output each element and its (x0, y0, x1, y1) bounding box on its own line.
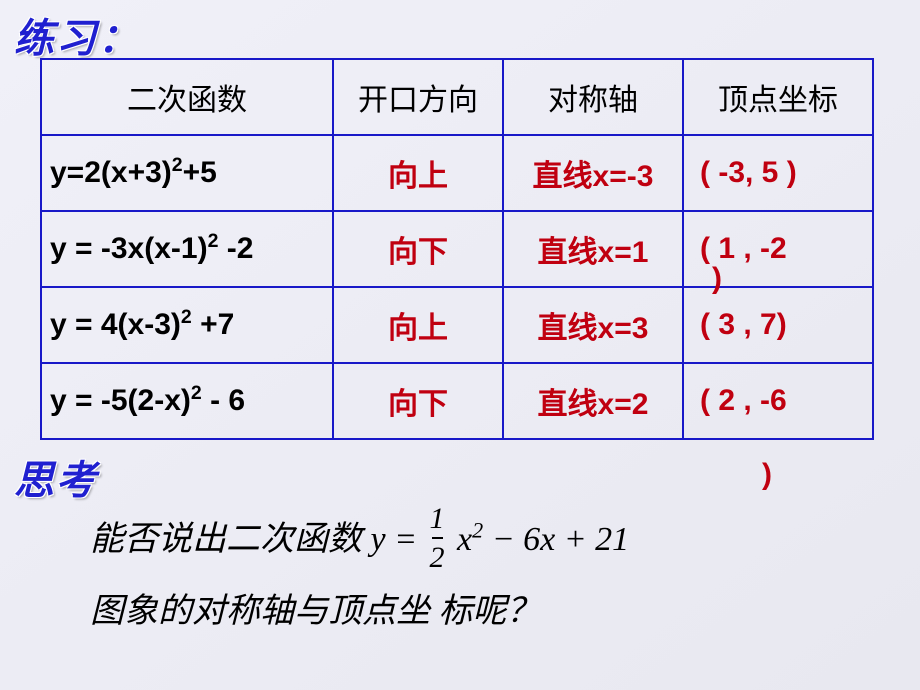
heading-practice: 练习： (14, 6, 140, 64)
eq-fraction: 12 (430, 502, 445, 574)
cell-axis: 直线x=-3 (503, 135, 683, 211)
cell-vertex: ( -3, 5 ) (683, 135, 873, 211)
table-row: y=2(x+3)2+5向上直线x=-3( -3, 5 ) (41, 135, 873, 211)
cell-axis: 直线x=3 (503, 287, 683, 363)
cell-function: y = 4(x-3)2 +7 (41, 287, 333, 363)
table-row: y = -3x(x-1)2 -2向下直线x=1( 1 , -2 (41, 211, 873, 287)
cell-axis: 直线x=2 (503, 363, 683, 439)
overflow-paren-row4: ) (762, 458, 772, 492)
quadratic-table: 二次函数 开口方向 对称轴 顶点坐标 y=2(x+3)2+5向上直线x=-3( … (40, 58, 874, 440)
header-direction: 开口方向 (333, 59, 503, 135)
cell-function: y=2(x+3)2+5 (41, 135, 333, 211)
cell-direction: 向下 (333, 211, 503, 287)
overflow-paren-row2: ) (712, 262, 722, 296)
cell-function: y = -3x(x-1)2 -2 (41, 211, 333, 287)
question-line2: 图象的对称轴与顶点坐 标呢？ (90, 593, 541, 630)
eq-tail: − 6x + 21 (483, 521, 629, 558)
table-row: y = 4(x-3)2 +7向上直线x=3( 3 , 7) (41, 287, 873, 363)
question-text: 能否说出二次函数 y = 12 x2 − 6x + 21 图象的对称轴与顶点坐 … (90, 506, 870, 646)
cell-direction: 向上 (333, 287, 503, 363)
eq-exp: 2 (472, 518, 483, 543)
cell-direction: 向上 (333, 135, 503, 211)
heading-think: 思考 (14, 448, 98, 506)
table-row: y = -5(2-x)2 - 6向下直线x=2( 2 , -6 (41, 363, 873, 439)
cell-vertex: ( 3 , 7) (683, 287, 873, 363)
cell-vertex: ( 2 , -6 (683, 363, 873, 439)
header-vertex: 顶点坐标 (683, 59, 873, 135)
eq-frac-num: 1 (430, 502, 445, 535)
table-header-row: 二次函数 开口方向 对称轴 顶点坐标 (41, 59, 873, 135)
eq-x: x (449, 521, 473, 558)
header-function: 二次函数 (41, 59, 333, 135)
question-equation: y = 12 x2 − 6x + 21 (371, 521, 630, 558)
cell-axis: 直线x=1 (503, 211, 683, 287)
eq-frac-den: 2 (430, 541, 445, 574)
header-axis: 对称轴 (503, 59, 683, 135)
cell-function: y = -5(2-x)2 - 6 (41, 363, 333, 439)
question-line1-prefix: 能否说出二次函数 (90, 521, 371, 558)
eq-lhs: y = (371, 521, 426, 558)
cell-direction: 向下 (333, 363, 503, 439)
